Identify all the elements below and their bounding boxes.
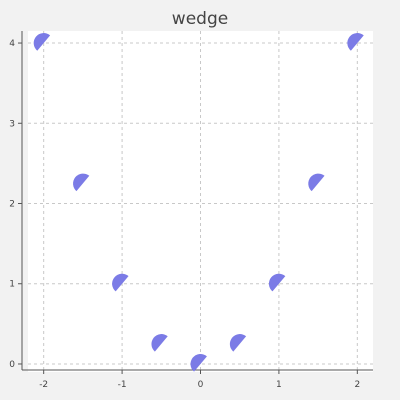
x-tick-label: 2: [354, 380, 360, 390]
y-tick-label: 1: [9, 280, 15, 290]
y-tick-label: 3: [9, 119, 15, 129]
y-tick-label: 0: [9, 360, 15, 370]
x-tick-label: -2: [39, 380, 48, 390]
y-tick-label: 4: [9, 39, 15, 49]
chart-title: wedge: [172, 9, 228, 29]
x-tick-label: 0: [198, 380, 204, 390]
x-tick-label: 1: [276, 380, 282, 390]
x-tick-label: -1: [118, 380, 127, 390]
y-tick-label: 2: [9, 200, 15, 210]
